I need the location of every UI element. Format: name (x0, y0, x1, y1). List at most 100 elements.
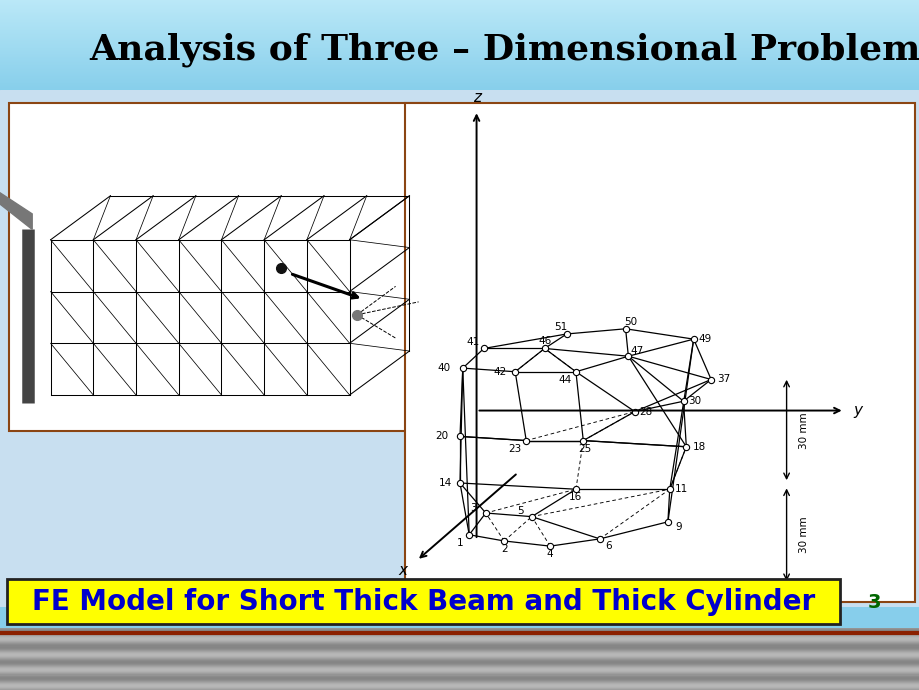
Bar (0, 688, 919, 689)
Bar (0, 6, 919, 7)
Text: 30: 30 (687, 396, 700, 406)
Bar (0, 683, 919, 684)
Bar (0, 651, 919, 653)
Bar (0, 81, 919, 83)
Bar (0, 2, 919, 3)
Bar (0, 686, 919, 687)
Text: 6: 6 (605, 541, 612, 551)
Text: 25: 25 (578, 444, 591, 454)
Bar (0, 36, 919, 37)
Text: 44: 44 (558, 375, 571, 385)
Bar (0, 23, 919, 24)
Bar (0, 650, 919, 651)
Text: 49: 49 (698, 334, 710, 344)
Bar (0, 87, 919, 88)
FancyBboxPatch shape (404, 103, 914, 602)
Bar (0, 668, 919, 669)
Bar (0, 48, 919, 50)
Text: 3: 3 (867, 593, 879, 611)
FancyBboxPatch shape (6, 580, 839, 624)
Bar (0, 37, 919, 38)
Bar (0, 639, 919, 640)
Bar (0, 72, 919, 74)
Bar (0, 54, 919, 55)
Bar (0, 18, 919, 19)
Bar (0, 647, 919, 649)
Bar (0, 17, 919, 18)
Bar (0, 31, 919, 32)
Bar (0, 667, 919, 668)
Bar (0, 656, 919, 657)
Bar (0, 33, 919, 34)
Bar (0, 1, 919, 2)
Bar (0, 655, 919, 656)
Bar (0, 32, 919, 33)
Bar (0, 633, 919, 634)
Bar (0, 673, 919, 675)
Bar (0, 19, 919, 20)
Text: 5: 5 (516, 506, 524, 516)
Bar (0, 34, 919, 35)
Text: 23: 23 (508, 444, 521, 454)
Bar (0, 689, 919, 690)
Bar (0, 56, 919, 57)
Text: Analysis of Three – Dimensional Problems: Analysis of Three – Dimensional Problems (89, 32, 919, 67)
Text: z: z (472, 90, 480, 105)
Text: 40: 40 (437, 363, 450, 373)
Text: 51: 51 (554, 322, 567, 332)
Bar (0, 41, 919, 42)
Bar (0, 663, 919, 664)
Text: 42: 42 (494, 367, 506, 377)
Bar (0, 13, 919, 14)
Bar (0, 630, 919, 631)
Text: 1: 1 (456, 538, 463, 548)
Bar (0, 640, 919, 642)
Bar (0, 52, 919, 53)
Bar (0, 70, 919, 71)
Bar (0, 40, 919, 41)
Text: 46: 46 (538, 336, 550, 346)
Bar (0, 687, 919, 688)
Bar (0, 46, 919, 47)
Bar (0, 680, 919, 682)
Bar (0, 661, 919, 662)
Bar (0, 642, 919, 643)
Bar (0, 659, 919, 660)
Bar (0, 632, 919, 633)
Bar (0, 68, 919, 69)
Bar (0, 634, 919, 635)
Bar (0, 42, 919, 43)
Text: 30 mm: 30 mm (798, 516, 808, 553)
Text: x: x (398, 563, 407, 578)
Bar (0, 3, 919, 5)
Bar (0, 11, 919, 12)
Bar (0, 58, 919, 59)
Bar (0, 678, 919, 679)
Bar (0, 65, 919, 66)
Bar (0, 653, 919, 654)
Bar (0, 71, 919, 72)
Bar (0, 665, 919, 667)
Text: 41: 41 (466, 337, 479, 347)
Bar (0, 8, 919, 9)
Text: 30 mm: 30 mm (798, 412, 808, 449)
Text: 2: 2 (500, 544, 507, 554)
Text: 14: 14 (438, 478, 451, 488)
Bar (0, 51, 919, 52)
Bar (0, 15, 919, 16)
Bar (0, 662, 919, 663)
Bar (0, 664, 919, 665)
Bar (0, 672, 919, 673)
Bar (0, 89, 919, 90)
Text: 50: 50 (624, 317, 637, 326)
Bar (0, 636, 919, 638)
Bar (0, 22, 919, 23)
Bar (0, 49, 919, 50)
Text: 9: 9 (675, 522, 682, 532)
Bar (0, 12, 919, 14)
Bar (0, 646, 919, 647)
Bar (0, 59, 919, 60)
Text: 47: 47 (630, 346, 643, 356)
Bar (0, 628, 919, 629)
Bar (0, 47, 919, 48)
